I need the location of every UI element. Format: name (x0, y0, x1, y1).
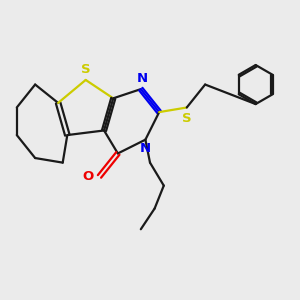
Text: O: O (82, 170, 94, 183)
Text: S: S (81, 63, 91, 76)
Text: N: N (140, 142, 151, 155)
Text: S: S (182, 112, 192, 124)
Text: N: N (136, 72, 148, 85)
